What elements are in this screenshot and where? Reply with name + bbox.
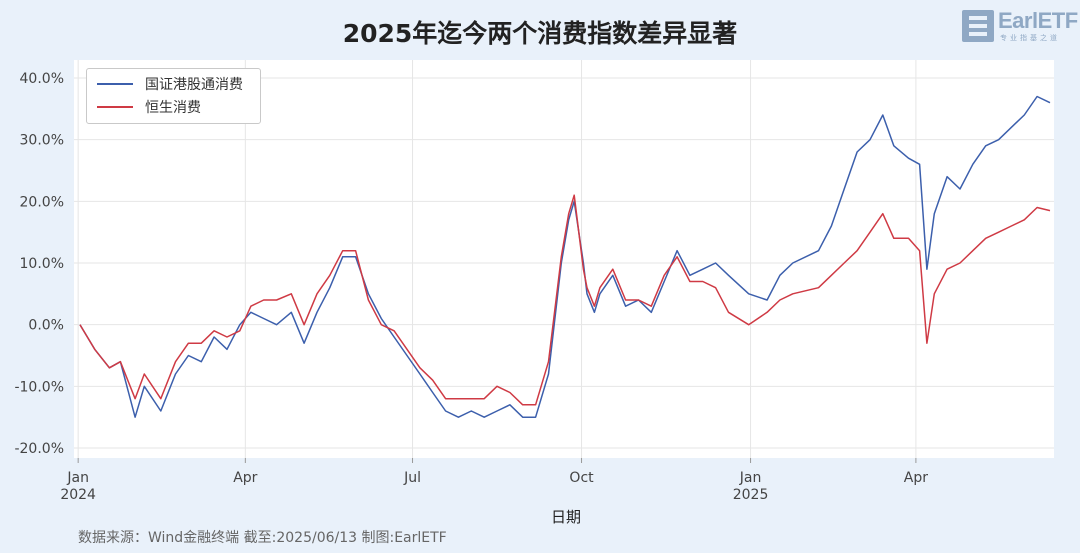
chart-title: 2025年迄今两个消费指数差异显著 <box>342 19 738 48</box>
logo-subtitle: 专业指基之道 <box>1000 34 1060 42</box>
x-tick-label: Jan <box>66 470 89 486</box>
y-tick-label: 10.0% <box>20 256 64 272</box>
source-note: 数据来源：Wind金融终端 截至:2025/06/13 制图:EarlETF <box>78 530 447 546</box>
logo-mark-icon <box>962 10 994 42</box>
series-line-1 <box>79 95 1051 418</box>
y-axis-ticks: 40.0% 30.0% 20.0% 10.0% 0.0% -10.0% -20.0% <box>14 71 64 457</box>
series-lines <box>79 95 1051 418</box>
legend-label: 国证港股通消费 <box>145 77 243 93</box>
y-tick-label: -20.0% <box>14 441 64 457</box>
y-tick-label: 30.0% <box>20 133 64 149</box>
legend-swatch <box>97 106 133 108</box>
x-tick-label: Apr <box>904 470 928 486</box>
y-tick-label: 20.0% <box>20 194 64 210</box>
x-axis-label: 日期 <box>551 508 581 526</box>
x-tick-year-label: 2025 <box>733 487 769 503</box>
y-tick-label: 0.0% <box>28 318 64 334</box>
plot-area <box>74 60 1054 458</box>
legend-label: 恒生消费 <box>145 100 201 116</box>
x-tick-label: Jul <box>403 470 421 486</box>
x-tick-year-label: 2024 <box>60 487 96 503</box>
series-line-2 <box>79 194 1051 406</box>
legend-swatch <box>97 83 133 85</box>
x-tick-label: Apr <box>233 470 257 486</box>
x-tick-label: Oct <box>569 470 594 486</box>
logo-name: EarlETF <box>998 8 1078 33</box>
y-tick-label: -10.0% <box>14 379 64 395</box>
x-tick-label: Jan <box>739 470 762 486</box>
y-tick-label: 40.0% <box>20 71 64 87</box>
legend: 国证港股通消费 恒生消费 <box>86 68 261 124</box>
legend-item-series-1: 国证港股通消费 <box>97 74 243 94</box>
legend-item-series-2: 恒生消费 <box>97 97 201 117</box>
earletf-logo: EarlETF 专业指基之道 <box>962 8 1078 44</box>
